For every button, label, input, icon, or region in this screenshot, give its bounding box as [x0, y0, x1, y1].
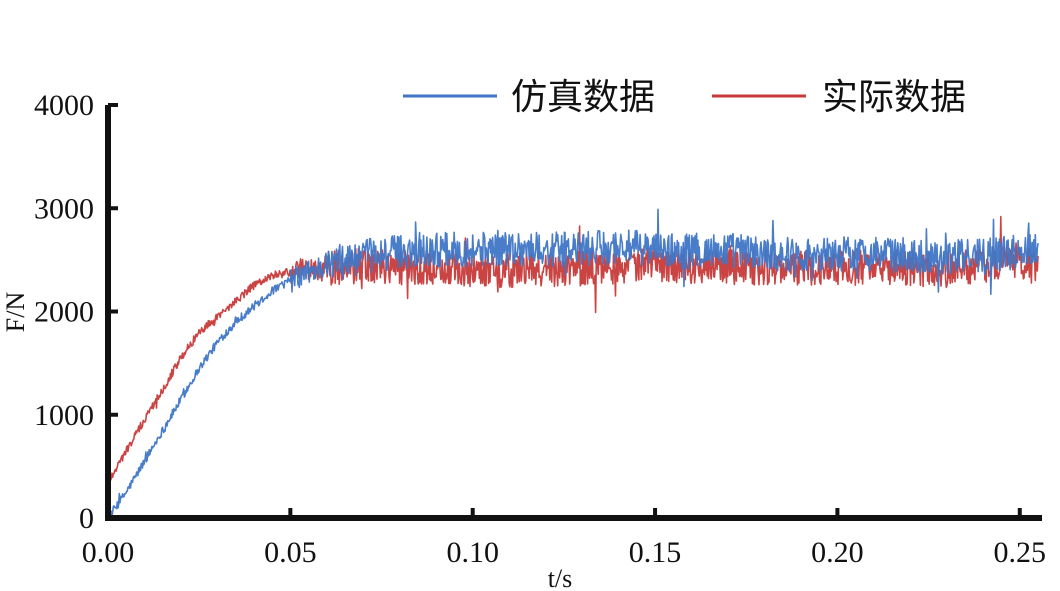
y-tick-label: 1000	[34, 399, 94, 432]
x-tick-label: 0.10	[446, 536, 499, 569]
legend-label-simulated: 仿真数据	[511, 77, 655, 118]
x-tick-label: 0.15	[629, 536, 682, 569]
series-simulated-line	[107, 208, 1039, 519]
x-tick-label: 0.05	[264, 536, 317, 569]
y-axis-title: F/N	[1, 292, 30, 333]
y-tick-label: 2000	[34, 296, 94, 329]
x-ticks: 0.00 0.05 0.10 0.15 0.20 0.25	[82, 508, 1046, 569]
series-layer	[107, 208, 1039, 519]
x-axis-title: t/s	[548, 564, 573, 591]
x-tick-label: 0.25	[994, 536, 1047, 569]
y-tick-label: 0	[79, 502, 94, 535]
x-tick-label: 0.00	[82, 536, 135, 569]
legend: 仿真数据 实际数据	[403, 77, 966, 118]
y-tick-label: 3000	[34, 192, 94, 225]
legend-label-actual: 实际数据	[822, 77, 966, 118]
y-ticks: 0 1000 2000 3000 4000	[34, 89, 118, 535]
x-tick-label: 0.20	[811, 536, 864, 569]
y-tick-label: 4000	[34, 89, 94, 122]
series-actual-line	[107, 215, 1039, 482]
